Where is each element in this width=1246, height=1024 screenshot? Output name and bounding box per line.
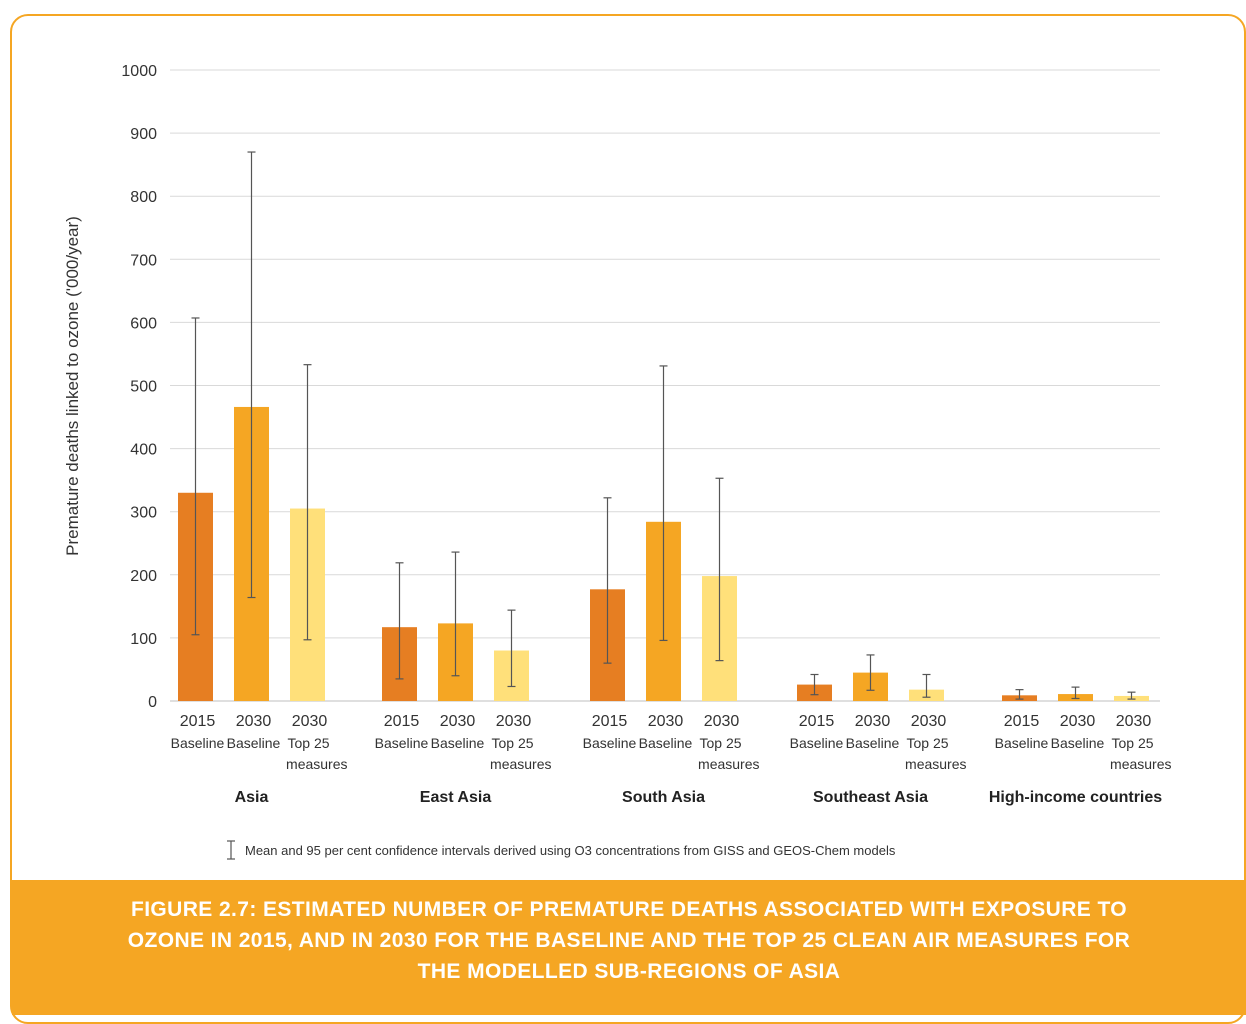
y-tick-label: 700	[130, 252, 157, 269]
bar-scenario-label-line2: measures	[905, 756, 966, 772]
y-tick-label: 900	[130, 126, 157, 143]
bar-year-label: 2015	[592, 713, 628, 730]
bar-year-label: 2030	[855, 713, 891, 730]
y-tick-label: 800	[130, 189, 157, 206]
bar-scenario-label: Top 25	[288, 735, 330, 751]
group-label: Southeast Asia	[813, 789, 928, 806]
bar-scenario-label: Baseline	[583, 735, 637, 751]
bar-scenario-label: Top 25	[1112, 735, 1154, 751]
bar-year-label: 2030	[236, 713, 272, 730]
group-label: Asia	[235, 789, 269, 806]
bar-year-label: 2030	[496, 713, 532, 730]
bar-scenario-label: Baseline	[639, 735, 693, 751]
bar-year-label: 2015	[1004, 713, 1040, 730]
bar-year-label: 2015	[384, 713, 420, 730]
bar-scenario-label: Baseline	[790, 735, 844, 751]
bar-scenario-label: Baseline	[846, 735, 900, 751]
bar-year-label: 2015	[180, 713, 216, 730]
y-tick-label: 1000	[121, 63, 157, 80]
bar-scenario-label-line2: measures	[698, 756, 759, 772]
bar-scenario-label: Baseline	[375, 735, 429, 751]
bar-year-label: 2030	[1116, 713, 1152, 730]
bar-scenario-label: Top 25	[492, 735, 534, 751]
bar-scenario-label: Top 25	[700, 735, 742, 751]
bar-year-label: 2015	[799, 713, 835, 730]
y-tick-label: 200	[130, 568, 157, 585]
bar-scenario-label: Baseline	[227, 735, 281, 751]
figure-frame	[10, 14, 1246, 1024]
bar-chart: 0 100 200 300 400 500 600 700 800 900 1000 Prematur…	[63, 63, 1172, 806]
y-tick-label: 400	[130, 442, 157, 459]
bar-year-label: 2030	[704, 713, 740, 730]
y-tick-label: 500	[130, 379, 157, 396]
bar-scenario-label: Top 25	[907, 735, 949, 751]
footnote: Mean and 95 per cent confidence interval…	[225, 838, 895, 862]
bar-year-label: 2030	[292, 713, 328, 730]
y-tick-label: 0	[148, 694, 157, 711]
error-bar-legend-icon	[227, 840, 235, 860]
group-label: High-income countries	[989, 789, 1162, 806]
bar-scenario-label: Baseline	[995, 735, 1049, 751]
group-label: South Asia	[622, 789, 705, 806]
y-tick-label: 300	[130, 505, 157, 522]
bar-scenario-label-line2: measures	[286, 756, 347, 772]
y-axis-label: Premature deaths linked to ozone ('000/y…	[63, 216, 82, 556]
bar-year-label: 2030	[911, 713, 947, 730]
figure-caption: FIGURE 2.7: ESTIMATED NUMBER OF PREMATUR…	[12, 880, 1246, 1015]
y-tick-label: 100	[130, 631, 157, 648]
group-label: East Asia	[420, 789, 492, 806]
bar-year-label: 2030	[1060, 713, 1096, 730]
bar-scenario-label-line2: measures	[1110, 756, 1171, 772]
bar-year-label: 2030	[440, 713, 476, 730]
y-tick-label: 600	[130, 315, 157, 332]
bar-year-label: 2030	[648, 713, 684, 730]
bar-scenario-label: Baseline	[1051, 735, 1105, 751]
caption-text: FIGURE 2.7: ESTIMATED NUMBER OF PREMATUR…	[127, 898, 1131, 983]
bar-scenario-label: Baseline	[171, 735, 225, 751]
bar-scenario-label-line2: measures	[490, 756, 551, 772]
bar-scenario-label: Baseline	[431, 735, 485, 751]
footnote-text: Mean and 95 per cent confidence interval…	[245, 842, 896, 858]
